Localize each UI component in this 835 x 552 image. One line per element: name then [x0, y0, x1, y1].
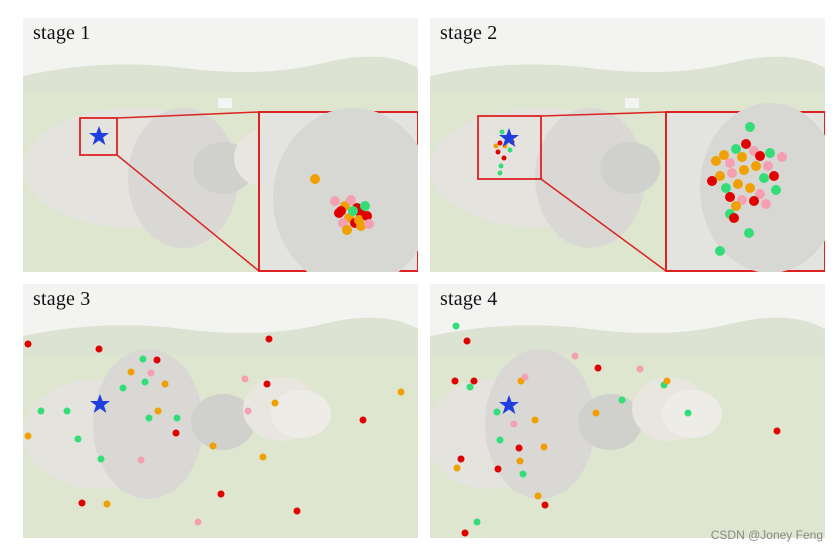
zoom-points	[310, 174, 374, 235]
panel-stage-1: stage 1	[23, 18, 418, 272]
panel-stage-4: stage 4	[430, 284, 825, 538]
star-marker	[499, 395, 519, 414]
star-marker	[89, 126, 109, 145]
panel-title: stage 2	[440, 22, 498, 44]
stage-4-overlay	[451, 322, 781, 537]
star-marker	[499, 128, 519, 147]
zoom-points	[707, 122, 787, 256]
panel-title: stage 4	[440, 288, 498, 310]
watermark: CSDN @Joney Feng	[710, 528, 823, 542]
panel-title: stage 3	[33, 288, 91, 310]
stage-4-scene	[430, 284, 825, 538]
star-marker	[90, 394, 110, 413]
stage-1-overlay	[79, 108, 418, 272]
sample-points	[451, 322, 781, 537]
sample-points	[24, 335, 405, 526]
stage-3-overlay	[24, 335, 405, 526]
panel-stage-2: stage 2	[430, 18, 825, 272]
stage-3-scene	[23, 284, 418, 538]
panel-title: stage 1	[33, 22, 91, 44]
zoom-source-box	[79, 117, 118, 156]
stage-2-overlay	[477, 103, 825, 272]
zoom-source-box	[477, 115, 542, 180]
panel-stage-3: stage 3	[23, 284, 418, 538]
